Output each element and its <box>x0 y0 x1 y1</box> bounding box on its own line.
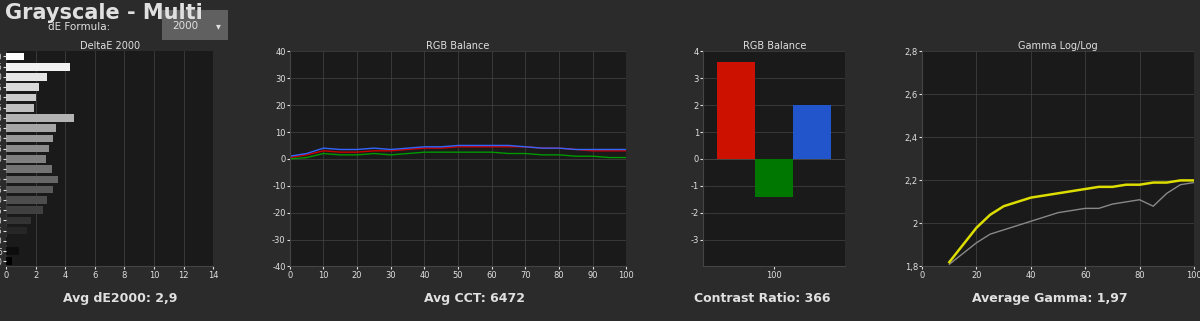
Text: 2000: 2000 <box>172 22 198 31</box>
Text: Contrast Ratio: 366: Contrast Ratio: 366 <box>694 292 830 305</box>
Bar <box>6 94 36 101</box>
Bar <box>6 196 48 204</box>
Bar <box>6 216 31 224</box>
Bar <box>6 155 46 163</box>
Bar <box>6 104 34 111</box>
Bar <box>6 257 12 265</box>
Bar <box>718 62 755 159</box>
Title: RGB Balance: RGB Balance <box>426 40 490 51</box>
Text: Average Gamma: 1,97: Average Gamma: 1,97 <box>972 292 1128 305</box>
Bar <box>755 159 793 196</box>
Bar <box>6 186 53 194</box>
Bar <box>6 73 48 81</box>
Title: DeltaE 2000: DeltaE 2000 <box>79 40 139 51</box>
Bar <box>6 124 56 132</box>
Bar <box>6 114 74 122</box>
Bar <box>793 105 832 159</box>
Text: dE Formula:: dE Formula: <box>48 22 110 32</box>
Bar <box>6 53 24 60</box>
Bar <box>6 206 43 214</box>
Bar <box>6 247 19 255</box>
Bar <box>6 237 23 245</box>
Text: Grayscale - Multi: Grayscale - Multi <box>5 3 203 23</box>
Text: ▾: ▾ <box>216 22 221 31</box>
Bar <box>6 83 38 91</box>
Bar <box>6 176 58 183</box>
Bar <box>6 145 49 152</box>
Bar <box>6 165 52 173</box>
Bar <box>6 227 26 234</box>
Title: Gamma Log/Log: Gamma Log/Log <box>1019 40 1098 51</box>
Text: Avg dE2000: 2,9: Avg dE2000: 2,9 <box>62 292 178 305</box>
Bar <box>6 63 70 71</box>
Text: Avg CCT: 6472: Avg CCT: 6472 <box>424 292 524 305</box>
Bar <box>6 134 53 142</box>
Title: RGB Balance: RGB Balance <box>743 40 806 51</box>
